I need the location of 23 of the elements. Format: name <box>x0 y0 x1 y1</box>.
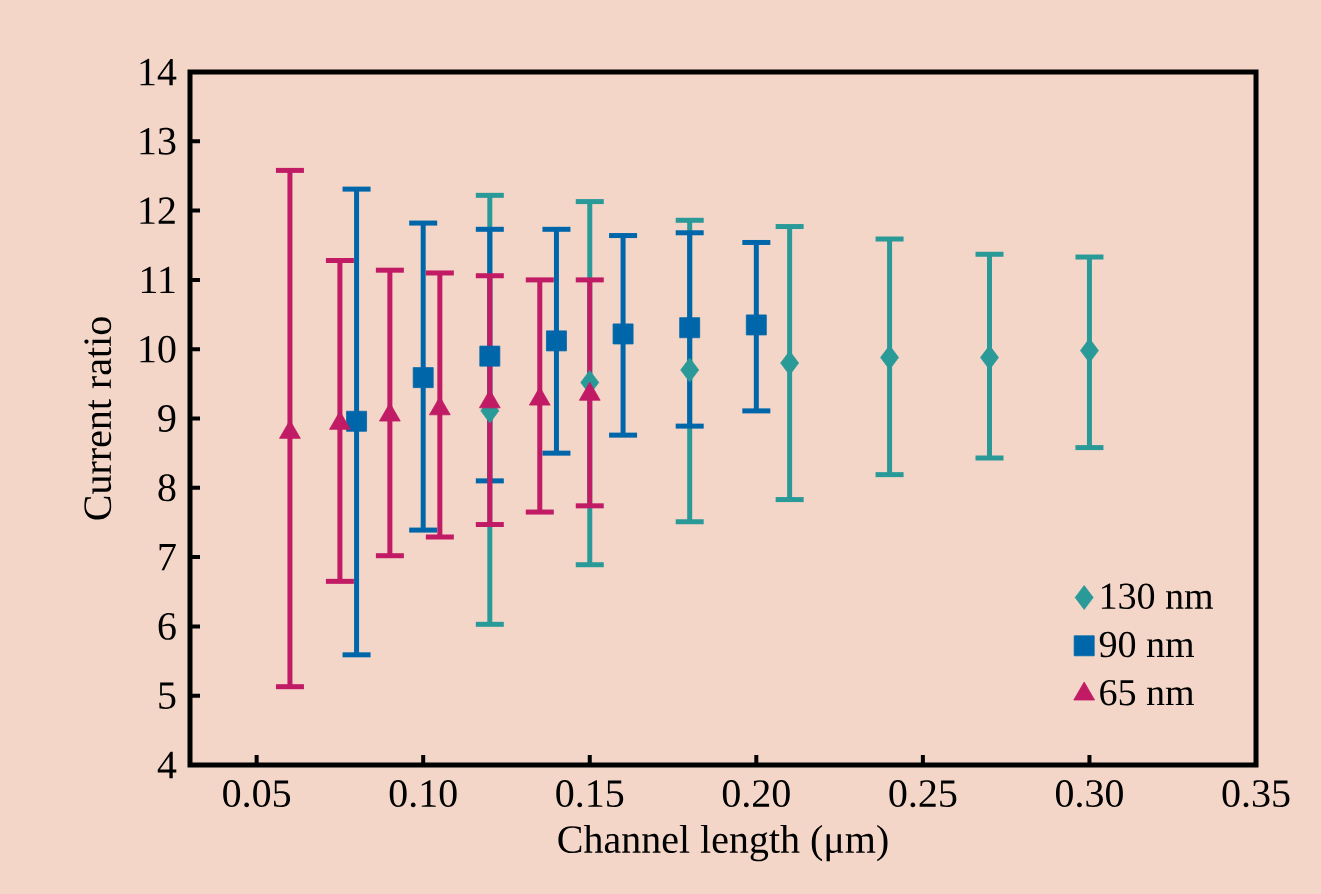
x-tick-label: 0.10 <box>389 780 457 808</box>
legend-label: 130 nm <box>1101 583 1213 610</box>
legend-label: 90 nm <box>1099 631 1194 658</box>
y-tick-label: 14 <box>140 58 177 86</box>
legend-label: 65 nm <box>1100 679 1194 706</box>
y-tick-label: 6 <box>158 612 176 640</box>
y-tick-label: 8 <box>158 474 176 502</box>
x-tick-label: 0.15 <box>556 780 624 808</box>
y-tick-label: 7 <box>159 544 176 571</box>
y-tick-label: 11 <box>141 266 175 294</box>
y-tick-label: 4 <box>157 751 177 779</box>
x-tick-label: 0.25 <box>889 780 957 808</box>
x-tick-label: 0.30 <box>1055 780 1123 808</box>
y-tick-label: 13 <box>140 127 176 155</box>
y-tick-label: 12 <box>140 197 175 224</box>
y-tick-label: 10 <box>140 335 176 363</box>
y-tick-label: 9 <box>158 405 176 432</box>
x-tick-label: 0.05 <box>223 780 291 808</box>
y-axis-title: Current ratio <box>84 317 112 520</box>
x-axis-title: Channel length (μm) <box>558 824 888 862</box>
y-tick-label: 5 <box>159 682 176 709</box>
x-tick-label: 0.35 <box>1222 780 1290 808</box>
x-tick-label: 0.20 <box>722 780 790 808</box>
